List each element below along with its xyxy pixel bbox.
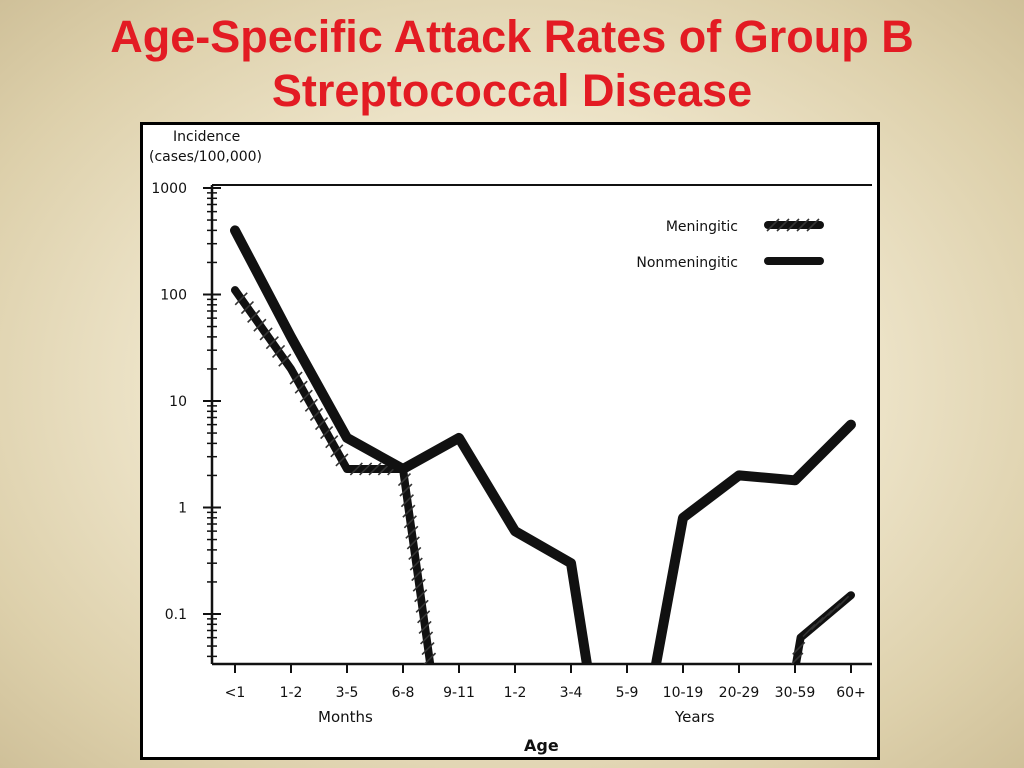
nonmeningitic-line xyxy=(230,225,856,664)
hatch-mark xyxy=(309,407,324,421)
hatch-mark xyxy=(289,371,303,385)
hatch-mark xyxy=(417,610,431,624)
hatch-mark xyxy=(421,641,435,656)
hatch-mark xyxy=(802,623,816,638)
x-tick-label: 20-29 xyxy=(719,685,760,701)
x-tick-label: 3-4 xyxy=(560,685,583,701)
hatch-mark xyxy=(335,453,349,467)
x-axis-label: Age xyxy=(524,736,559,755)
hatch-mark xyxy=(400,494,414,508)
x-tick-label: 60+ xyxy=(836,685,866,701)
x-tick-label: 30-59 xyxy=(775,685,816,701)
hatch-mark xyxy=(271,344,286,358)
hatch-mark xyxy=(819,609,833,624)
hatch-mark xyxy=(836,595,850,609)
hatch-mark xyxy=(403,515,417,529)
y-tick-label: 1000 xyxy=(151,181,187,197)
hatch-mark xyxy=(411,568,425,582)
legend-hatch-mark xyxy=(796,218,810,232)
x-tick-label: 5-9 xyxy=(616,685,639,701)
title-line-2: Streptococcal Disease xyxy=(271,65,753,116)
x-tick-label: <1 xyxy=(225,685,246,701)
y-tick-label: 100 xyxy=(160,288,187,304)
hatch-mark xyxy=(314,416,329,431)
y-tick-label: 1 xyxy=(178,501,187,517)
hatch-mark xyxy=(412,578,426,592)
hatch-mark xyxy=(402,504,416,518)
hatch-mark xyxy=(409,557,423,571)
hatch-mark xyxy=(294,380,308,394)
chart-frame: Incidence (cases/100,000) Age Months Yea… xyxy=(140,122,880,760)
meningitic-line xyxy=(791,591,855,664)
hatch-mark xyxy=(810,616,824,631)
hatch-mark xyxy=(397,472,412,487)
hatch-mark xyxy=(234,292,248,306)
y-axis-label-line2: (cases/100,000) xyxy=(149,149,262,165)
y-axis-label-line1: Incidence xyxy=(173,129,240,145)
y-tick-label: 10 xyxy=(169,394,187,410)
legend-hatch-mark xyxy=(766,218,780,232)
hatch-mark xyxy=(368,462,382,476)
hatch-mark xyxy=(259,327,273,341)
hatch-mark xyxy=(408,546,422,561)
hatch-mark xyxy=(827,602,841,616)
hatch-mark xyxy=(418,620,432,634)
hatch-mark xyxy=(792,641,806,655)
legend-hatch-mark xyxy=(776,218,790,232)
legend-label-meningitic: Meningitic xyxy=(666,219,738,235)
hatch-mark xyxy=(330,444,344,458)
legend-hatch-mark xyxy=(786,218,800,232)
y-tick-label: 0.1 xyxy=(165,607,187,623)
x-tick-label: 3-5 xyxy=(336,685,359,701)
hatch-mark xyxy=(253,318,267,332)
hatch-mark xyxy=(240,301,255,315)
group-label-months: Months xyxy=(318,708,373,726)
slide-title: Age-Specific Attack Rates of Group B Str… xyxy=(0,10,1024,118)
hatch-mark xyxy=(414,589,428,603)
legend-hatch-mark xyxy=(806,218,820,232)
hatch-mark xyxy=(415,599,429,613)
legend-label-nonmeningitic: Nonmeningitic xyxy=(636,255,738,271)
meningitic-line xyxy=(231,286,435,664)
hatch-mark xyxy=(320,426,334,440)
hatch-mark xyxy=(349,462,363,476)
group-label-years: Years xyxy=(674,708,715,726)
hatch-mark xyxy=(420,631,434,645)
hatch-mark xyxy=(359,462,373,476)
x-tick-label: 10-19 xyxy=(663,685,704,701)
hatch-mark xyxy=(325,435,339,449)
hatch-mark xyxy=(405,525,419,539)
hatch-mark xyxy=(406,536,420,550)
hatch-mark xyxy=(247,309,261,323)
x-tick-label: 1-2 xyxy=(280,685,303,701)
hatch-mark xyxy=(265,336,279,350)
hatch-mark xyxy=(790,652,804,664)
x-tick-label: 1-2 xyxy=(504,685,527,701)
x-tick-label: 6-8 xyxy=(392,685,415,701)
incidence-chart: Incidence (cases/100,000) Age Months Yea… xyxy=(149,129,872,755)
hatch-mark xyxy=(399,483,413,497)
hatch-mark xyxy=(423,652,437,664)
hatch-mark xyxy=(299,389,313,403)
hatch-mark xyxy=(304,398,318,412)
hatch-mark xyxy=(278,353,292,367)
x-tick-label: 9-11 xyxy=(443,685,475,701)
title-line-1: Age-Specific Attack Rates of Group B xyxy=(110,11,914,62)
